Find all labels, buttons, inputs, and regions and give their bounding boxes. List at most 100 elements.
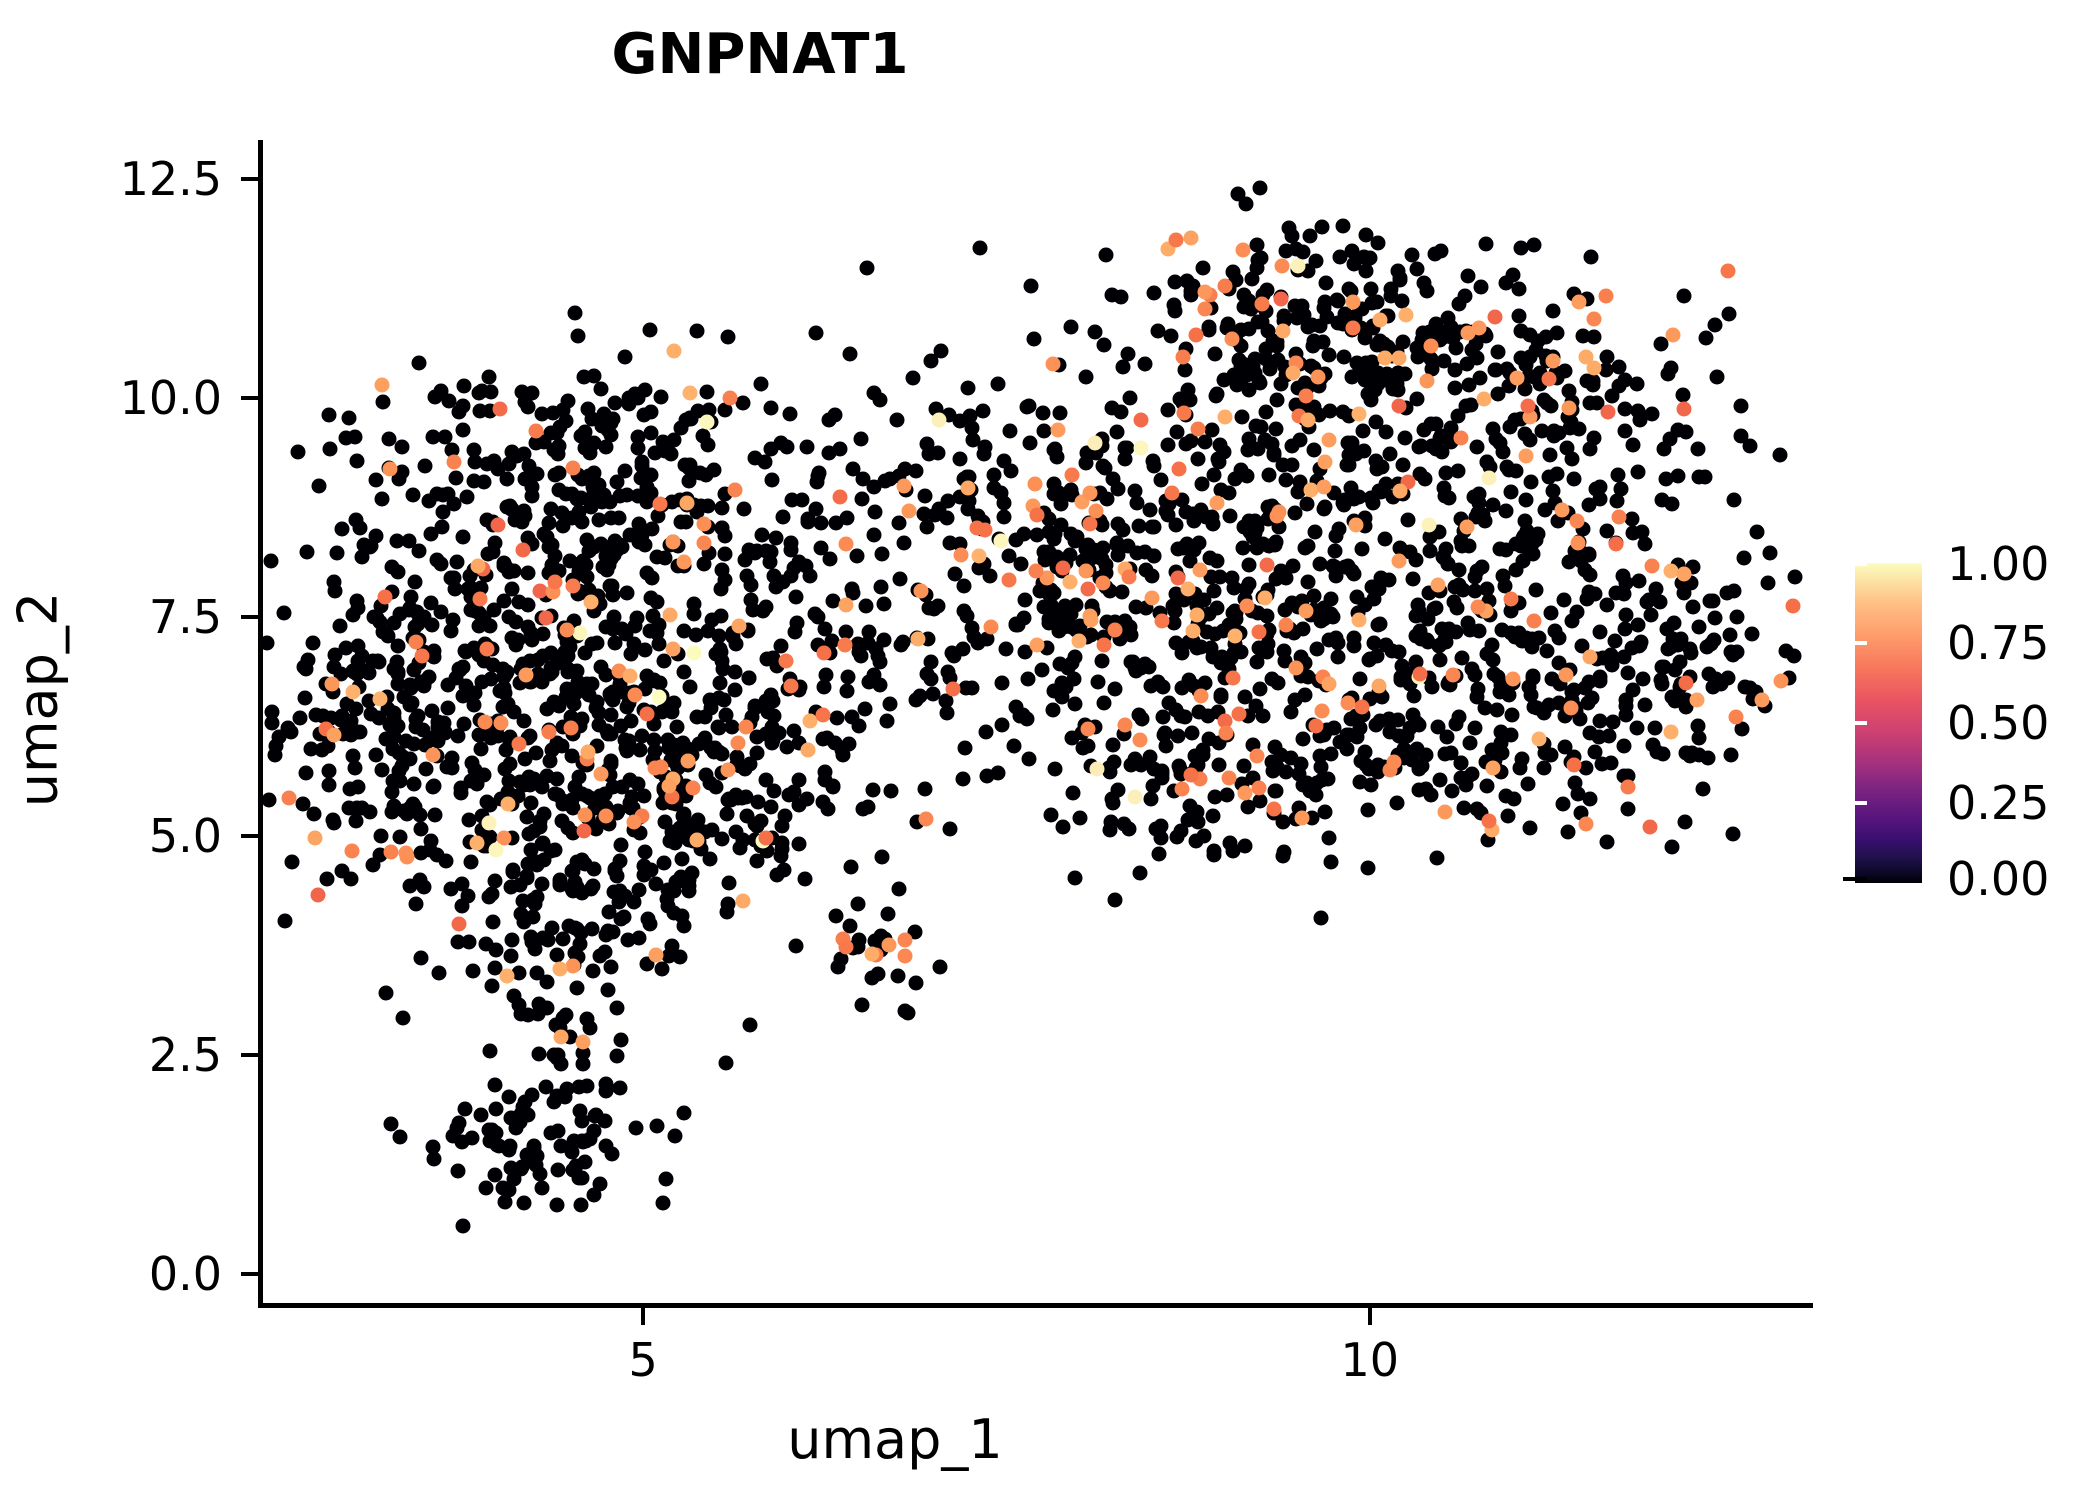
scatter-point (1666, 615, 1682, 631)
scatter-point (1742, 680, 1758, 696)
scatter-point (1370, 235, 1386, 251)
scatter-point (1189, 607, 1205, 623)
scatter-point (1448, 716, 1464, 732)
scatter-point (1034, 662, 1050, 678)
scatter-point (758, 599, 774, 615)
scatter-point (1394, 658, 1410, 674)
y-axis-spine (258, 140, 263, 1308)
scatter-point (585, 963, 601, 979)
scatter-point (1579, 591, 1595, 607)
scatter-point (471, 385, 487, 401)
scatter-point (354, 800, 370, 816)
scatter-point (1539, 643, 1555, 659)
scatter-point (1518, 357, 1534, 373)
scatter-point (1559, 440, 1575, 456)
scatter-point (1080, 721, 1096, 737)
scatter-point (1199, 624, 1215, 640)
scatter-point (642, 322, 658, 338)
scatter-point (1317, 454, 1333, 470)
scatter-point (1518, 448, 1534, 464)
scatter-point (1206, 467, 1222, 483)
scatter-point (1029, 527, 1045, 543)
scatter-point (901, 503, 917, 519)
scatter-point (1432, 652, 1448, 668)
scatter-point (1078, 369, 1094, 385)
scatter-point (485, 914, 501, 930)
scatter-point (1654, 492, 1670, 508)
scatter-point (1725, 826, 1741, 842)
scatter-point (562, 553, 578, 569)
scatter-point (1513, 323, 1529, 339)
scatter-point (332, 618, 348, 634)
scatter-point (1729, 609, 1745, 625)
scatter-point (499, 499, 515, 515)
scatter-point (1733, 398, 1749, 414)
scatter-point (455, 422, 471, 438)
scatter-point (612, 537, 628, 553)
scatter-point (466, 442, 482, 458)
scatter-point (627, 687, 643, 703)
scatter-point (1506, 791, 1522, 807)
scatter-point (365, 857, 381, 873)
scatter-point (372, 691, 388, 707)
scatter-point (1067, 649, 1083, 665)
scatter-point (1469, 439, 1485, 455)
scatter-point (598, 927, 614, 943)
scatter-point (1158, 503, 1174, 519)
scatter-point (1008, 532, 1024, 548)
scatter-point (553, 1029, 569, 1045)
scatter-point (425, 779, 441, 795)
scatter-point (1567, 775, 1583, 791)
x-tick-mark (1367, 1308, 1372, 1325)
scatter-point (573, 1197, 589, 1213)
scatter-point (290, 444, 306, 460)
scatter-point (1389, 795, 1405, 811)
scatter-point (891, 881, 907, 897)
scatter-point (1171, 461, 1187, 477)
scatter-point (962, 408, 978, 424)
scatter-point (1435, 549, 1451, 565)
scatter-point (1591, 729, 1607, 745)
scatter-point (1360, 386, 1376, 402)
scatter-point (1430, 577, 1446, 593)
scatter-point (1023, 278, 1039, 294)
scatter-point (1630, 464, 1646, 480)
scatter-point (1345, 320, 1361, 336)
scatter-point (1001, 572, 1017, 588)
scatter-point (1067, 870, 1083, 886)
scatter-point (876, 596, 892, 612)
scatter-point (499, 968, 515, 984)
scatter-point (1321, 676, 1337, 692)
scatter-point (529, 965, 545, 981)
scatter-point (1239, 598, 1255, 614)
colorbar-tick-label: 1.00 (1947, 537, 2050, 591)
scatter-point (1082, 516, 1098, 532)
scatter-point (1346, 638, 1362, 654)
scatter-point (778, 653, 794, 669)
scatter-point (815, 707, 831, 723)
scatter-point (392, 829, 408, 845)
scatter-point (1485, 652, 1501, 668)
scatter-point (712, 675, 728, 691)
scatter-point (1371, 678, 1386, 694)
scatter-point (1695, 781, 1711, 797)
scatter-point (1517, 426, 1533, 442)
scatter-point (482, 1043, 498, 1059)
scatter-point (639, 668, 655, 684)
scatter-point (1275, 814, 1291, 830)
scatter-point (882, 696, 898, 712)
scatter-point (1675, 387, 1691, 403)
scatter-point (473, 1107, 489, 1122)
scatter-point (1295, 731, 1311, 747)
scatter-point (940, 493, 956, 509)
colorbar-tick-label: 0.50 (1947, 696, 2050, 750)
scatter-point (1170, 541, 1186, 557)
scatter-point (401, 533, 417, 549)
scatter-point (495, 1180, 511, 1196)
scatter-point (971, 548, 987, 564)
scatter-point (311, 478, 327, 494)
scatter-point (1423, 338, 1439, 354)
scatter-point (1205, 516, 1221, 532)
scatter-point (1049, 449, 1065, 465)
scatter-point (565, 958, 581, 974)
